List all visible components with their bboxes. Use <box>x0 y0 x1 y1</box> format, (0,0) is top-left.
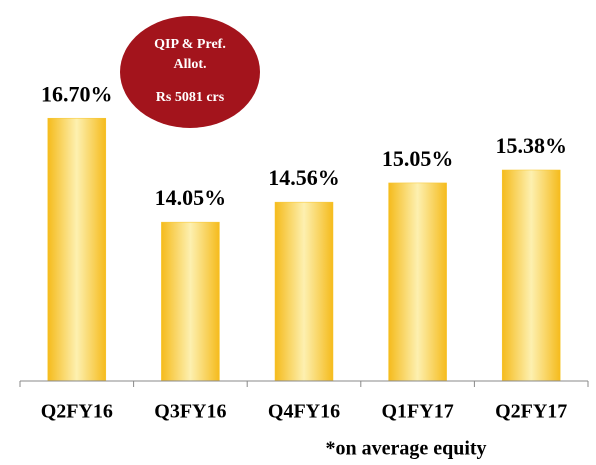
x-tick-label: Q2FY17 <box>495 401 567 423</box>
x-tick-label: Q2FY16 <box>41 401 113 423</box>
bar <box>274 201 334 382</box>
footnote: *on average equity <box>325 438 486 460</box>
x-tick-label: Q3FY16 <box>154 401 226 423</box>
x-tick-label: Q4FY16 <box>268 401 340 423</box>
value-label: 14.56% <box>268 165 340 190</box>
bar <box>501 169 561 382</box>
annotation-line: Allot. <box>173 57 206 72</box>
bar <box>47 117 107 382</box>
bar <box>388 182 447 382</box>
annotation-line: QIP & Pref. <box>154 37 226 52</box>
bar <box>161 221 220 382</box>
value-label: 15.05% <box>382 146 454 171</box>
value-label: 14.05% <box>155 185 227 210</box>
annotation-line: Rs 5081 crs <box>156 90 225 105</box>
x-tick-label: Q1FY17 <box>381 401 453 423</box>
value-label: 15.38% <box>495 133 567 158</box>
value-label: 16.70% <box>41 81 113 106</box>
bars <box>47 117 561 382</box>
annotation-bubble <box>120 16 260 128</box>
